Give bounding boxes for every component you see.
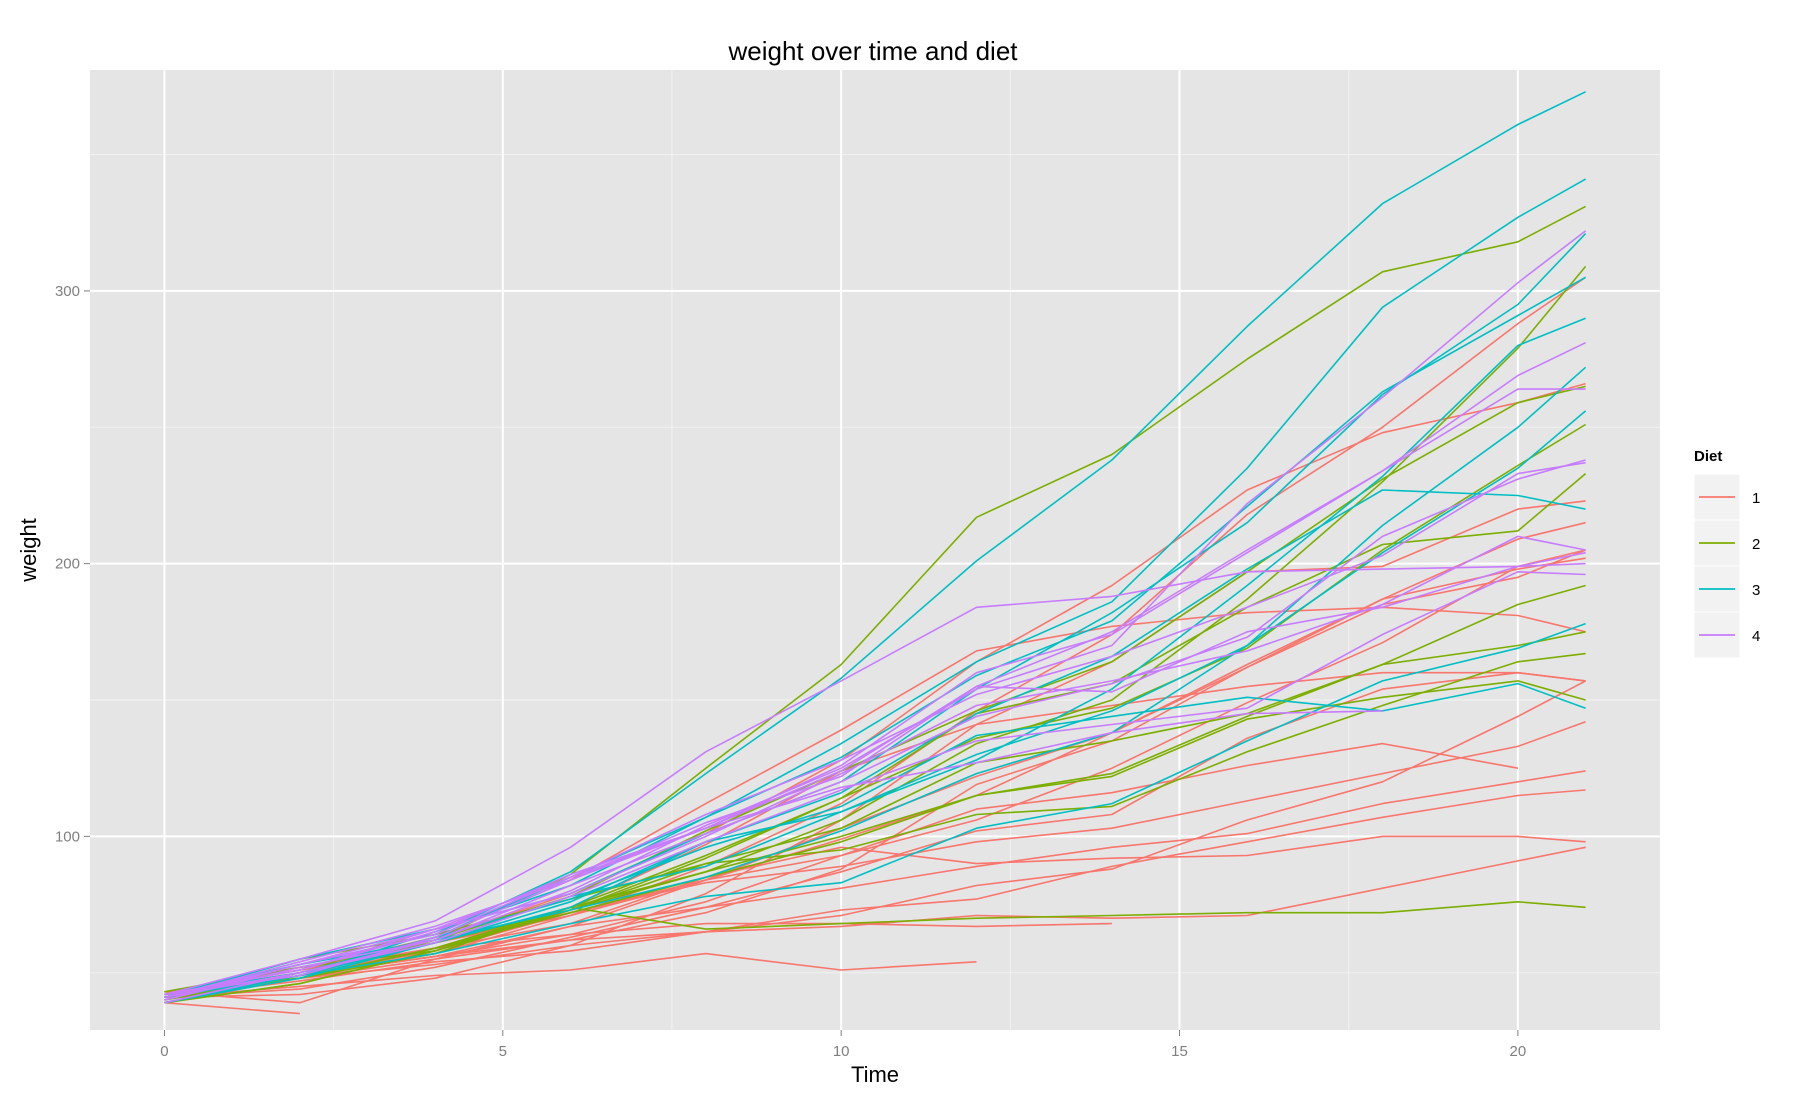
series-line-diet-1 (164, 770, 1586, 999)
series-line-diet-2 (164, 631, 1586, 993)
series-line-diet-3 (164, 622, 1586, 1004)
x-axis-title: Time (851, 1062, 899, 1087)
series-line-diet-4 (164, 459, 1586, 1001)
x-tick-label: 5 (499, 1043, 507, 1060)
series-line-diet-4 (164, 535, 1586, 999)
series-line-diet-1 (164, 952, 977, 999)
series-line-diet-1 (164, 500, 1586, 999)
legend-label: 3 (1752, 582, 1760, 599)
y-tick-label: 100 (55, 828, 80, 845)
chart-title: weight over time and diet (727, 36, 1018, 66)
series-line-diet-1 (164, 680, 1586, 993)
y-tick-label: 200 (55, 556, 80, 573)
series-line-diet-2 (164, 680, 1586, 996)
x-axis: 0 5 10 15 20 (160, 1030, 1526, 1060)
legend-label: 1 (1752, 490, 1760, 507)
series-line-diet-4 (164, 571, 1586, 999)
series-line-diet-4 (164, 230, 1587, 1004)
legend-label: 2 (1752, 536, 1760, 553)
series-line-diet-4 (164, 562, 1586, 996)
series-line-diet-3 (164, 233, 1587, 999)
series-line-diet-4 (164, 461, 1586, 1001)
y-axis-title: weight (16, 518, 41, 583)
series-line-diet-4 (164, 341, 1586, 996)
x-tick-label: 0 (160, 1043, 168, 1060)
x-tick-label: 20 (1510, 1043, 1527, 1060)
series-line-diet-1 (164, 1001, 300, 1015)
series-lines (164, 91, 1587, 1015)
x-tick-label: 15 (1171, 1043, 1188, 1060)
y-axis: 100 200 300 (55, 283, 90, 845)
x-tick-label: 10 (833, 1043, 850, 1060)
series-line-diet-4 (164, 388, 1586, 999)
legend-label: 4 (1752, 628, 1760, 645)
legend: Diet 1 2 3 4 (1693, 448, 1760, 659)
series-line-diet-1 (164, 789, 1586, 999)
y-tick-label: 300 (55, 283, 80, 300)
legend-title: Diet (1694, 448, 1722, 465)
plot-panel (90, 70, 1660, 1030)
